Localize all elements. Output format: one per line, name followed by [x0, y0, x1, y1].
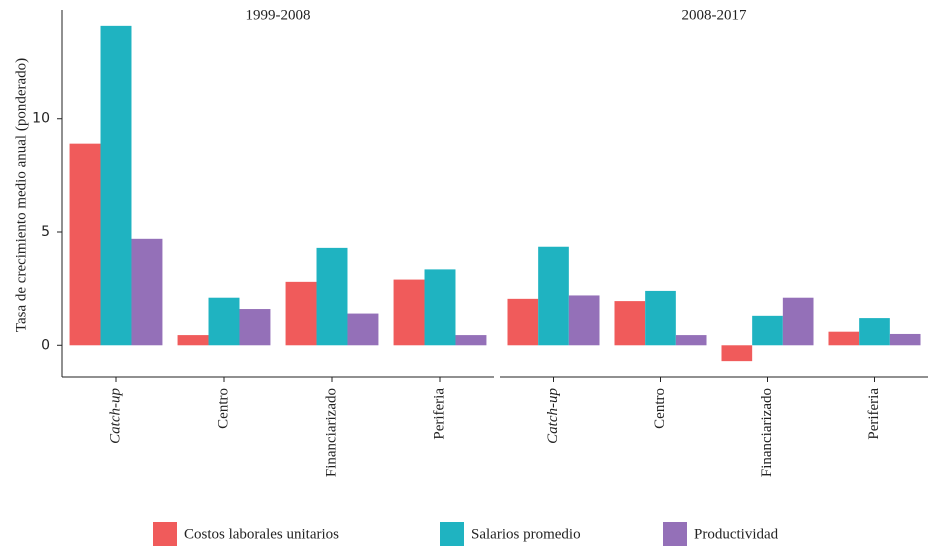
bar: [131, 238, 163, 346]
bar: [424, 269, 456, 346]
bar: [347, 313, 379, 346]
bar: [455, 335, 487, 346]
y-tick-label: 10: [32, 111, 50, 127]
legend-label: Costos laborales unitarios: [184, 526, 339, 542]
x-tick-label: Catch-up: [545, 388, 561, 444]
x-tick-label: Centro: [652, 388, 668, 429]
bar: [393, 279, 425, 346]
y-axis-title: Tasa de crecimiento medio anual (pondera…: [13, 58, 29, 332]
bar: [859, 318, 890, 346]
x-tick-label: Financiarizado: [323, 388, 339, 477]
bar: [782, 297, 814, 346]
bar: [285, 281, 317, 346]
bar: [752, 315, 783, 346]
bar: [69, 143, 101, 346]
bar: [645, 290, 676, 346]
legend-swatch: [440, 522, 464, 546]
bar: [675, 335, 707, 346]
x-tick-label: Periferia: [431, 388, 447, 440]
y-tick-label: 0: [41, 337, 50, 353]
bar: [507, 298, 539, 346]
bar: [889, 333, 921, 346]
bar: [614, 301, 646, 346]
legend-swatch: [663, 522, 687, 546]
facet-title: 1999-2008: [246, 7, 311, 23]
legend-swatch: [153, 522, 177, 546]
facet-title: 2008-2017: [682, 7, 747, 23]
bar: [538, 246, 569, 346]
x-tick-label: Periferia: [866, 388, 882, 440]
bar: [100, 25, 132, 346]
bar: [316, 247, 348, 346]
bar: [568, 295, 600, 346]
x-tick-label: Catch-up: [107, 388, 123, 444]
bar: [239, 309, 271, 346]
bar: [177, 335, 209, 346]
legend-label: Salarios promedio: [471, 526, 581, 542]
x-tick-label: Centro: [215, 388, 231, 429]
y-tick-label: 5: [41, 224, 50, 240]
bar: [828, 331, 860, 346]
legend-label: Productividad: [694, 526, 779, 542]
x-tick-label: Financiarizado: [759, 388, 775, 477]
bar: [208, 297, 240, 346]
bar: [721, 345, 753, 362]
